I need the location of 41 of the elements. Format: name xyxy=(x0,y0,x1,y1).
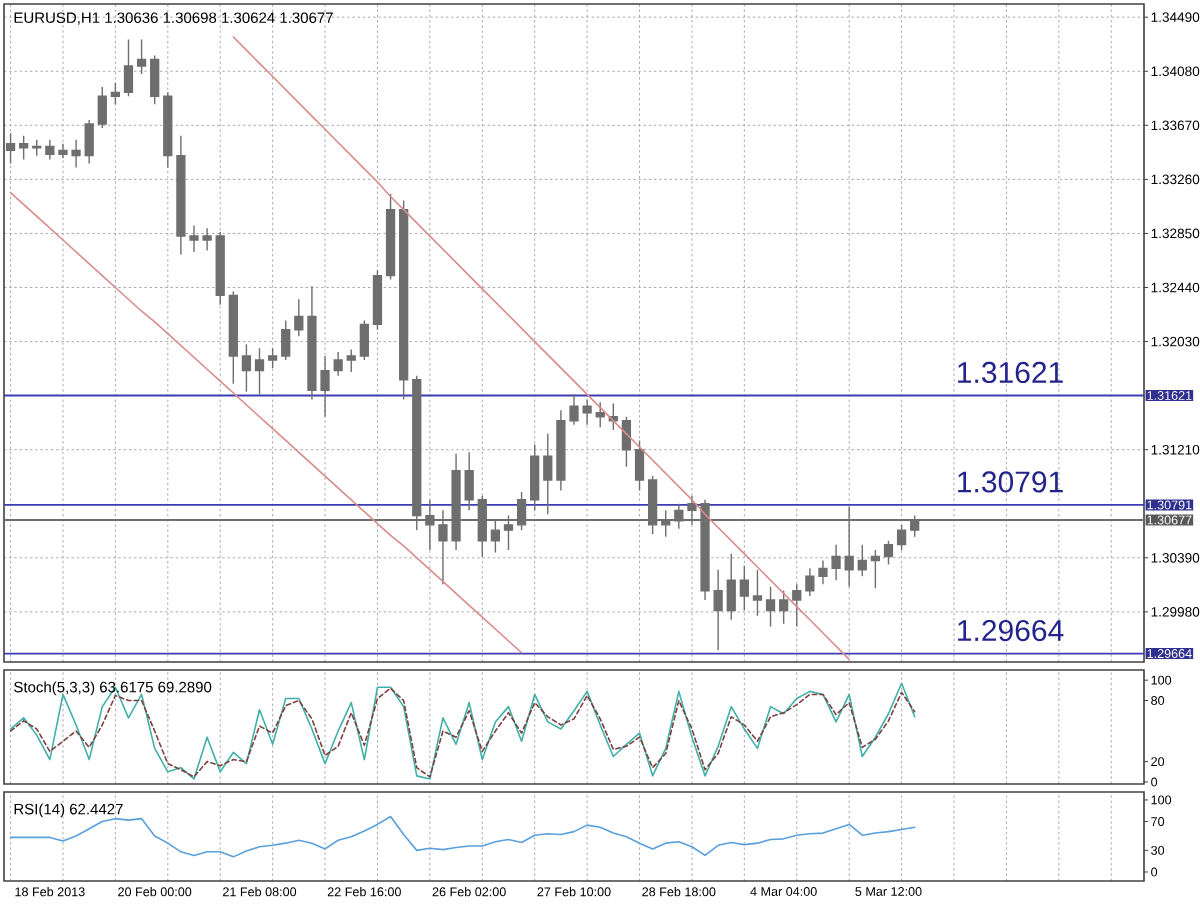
candlestick xyxy=(228,290,238,385)
candlestick xyxy=(530,443,540,512)
candlestick xyxy=(543,433,553,516)
candlestick xyxy=(294,298,304,337)
candlestick xyxy=(752,569,763,617)
candlestick xyxy=(726,553,736,621)
candlestick xyxy=(215,231,225,306)
candlestick xyxy=(359,319,369,361)
candlestick xyxy=(372,269,383,331)
candlestick xyxy=(84,119,94,165)
candlestick xyxy=(136,38,147,75)
candlestick xyxy=(163,91,173,169)
candlestick xyxy=(241,343,252,393)
candlestick xyxy=(634,439,645,492)
annotation: 1.31621 xyxy=(958,361,1063,384)
candlestick xyxy=(385,193,396,281)
candlestick xyxy=(150,54,160,105)
annotation: 1.29664 xyxy=(958,619,1064,642)
candlestick xyxy=(464,451,474,512)
candlestick xyxy=(123,38,134,97)
candlestick xyxy=(333,351,343,377)
annotation: 1.30791 xyxy=(958,471,1063,493)
candlestick xyxy=(19,135,29,161)
candlestick xyxy=(5,132,16,165)
candlestick xyxy=(281,319,291,361)
candlestick xyxy=(254,347,265,396)
candlestick xyxy=(805,567,815,597)
candlestick xyxy=(399,199,409,401)
candlestick xyxy=(792,583,802,628)
candlestick xyxy=(896,524,907,551)
candlestick xyxy=(779,590,789,625)
candlestick xyxy=(346,348,356,373)
candlestick xyxy=(883,539,894,566)
candlestick xyxy=(97,86,107,129)
candlestick xyxy=(110,82,121,105)
candlestick xyxy=(765,586,776,628)
candlestick xyxy=(45,139,55,161)
candlestick xyxy=(267,347,278,369)
candlestick xyxy=(713,569,723,651)
candlestick xyxy=(739,565,749,612)
candlestick xyxy=(857,543,867,577)
